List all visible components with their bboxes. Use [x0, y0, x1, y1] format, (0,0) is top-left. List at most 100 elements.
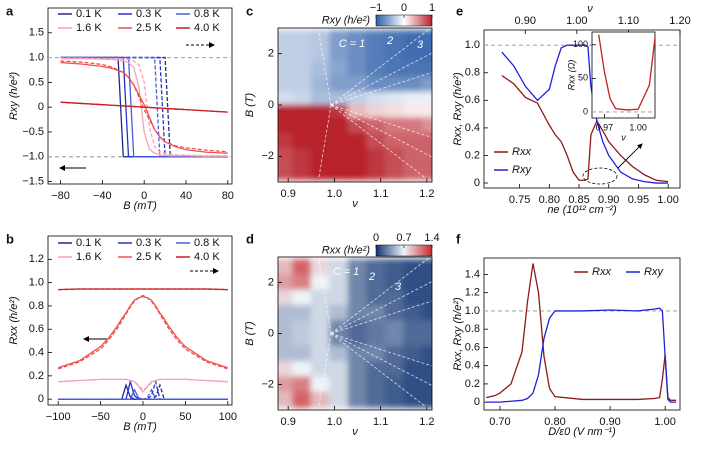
series-line — [486, 307, 677, 403]
x2-tick-label: 1.20 — [669, 15, 690, 27]
fan-line — [330, 257, 431, 334]
heatmap-cell — [347, 163, 368, 180]
heatmap-cell — [278, 30, 294, 47]
y-tick-label: −2 — [261, 378, 274, 390]
y-tick-label: 0 — [474, 396, 480, 408]
x2-tick-label: 1.10 — [618, 15, 639, 27]
heatmap-cell — [310, 391, 331, 408]
y-tick-label: 0.4 — [465, 122, 480, 134]
x-tick-label: 0.80 — [539, 194, 560, 206]
heatmap-cell — [292, 45, 312, 62]
heatmap-cell — [278, 117, 294, 134]
y-tick-label: 1.0 — [29, 277, 44, 289]
heatmap-cell — [421, 289, 432, 306]
heatmap-cell — [278, 259, 294, 276]
sweep-up-line — [57, 294, 228, 370]
series-line — [598, 34, 655, 111]
heatmap-cell — [310, 45, 331, 62]
y-tick-label: 0 — [583, 106, 588, 116]
legend-label: Rxy — [512, 164, 532, 176]
x-axis-label: ν — [352, 198, 358, 210]
panel-letter: a — [6, 3, 14, 18]
panel-letter: c — [246, 3, 253, 18]
heatmap-cell — [347, 361, 368, 378]
series-group — [486, 263, 677, 403]
sweep-up-line — [58, 379, 228, 400]
heatmap-cell — [403, 91, 423, 106]
heatmap-cell — [329, 76, 349, 93]
heatmap-cell — [421, 274, 432, 291]
x-axis-label: B (mT) — [123, 421, 157, 433]
heatmap-cell — [292, 304, 312, 322]
annotation: C = 1 — [339, 38, 366, 50]
heatmap-cell — [310, 76, 331, 93]
heatmap-cell — [403, 60, 423, 78]
panel-letter: e — [456, 3, 463, 18]
y-tick-label: 0.8 — [465, 323, 480, 335]
heatmap-cell — [403, 361, 423, 378]
y-tick-label: 1.0 — [29, 51, 44, 63]
y-tick-label: 0.6 — [465, 341, 480, 353]
heatmap-cell — [403, 333, 423, 347]
heatmap-cell — [292, 30, 312, 47]
y-tick-label: 0.2 — [29, 370, 44, 382]
annotation: C = 1 — [333, 266, 360, 278]
heatmap-cell — [278, 76, 294, 93]
heatmap-cell — [403, 376, 423, 393]
y-tick-label: 1.4 — [465, 268, 480, 280]
heatmap-cell — [421, 30, 432, 47]
y-tick-label: 0 — [38, 101, 44, 113]
x-tick-label: 1.00 — [654, 416, 675, 428]
y-tick-label: 0.6 — [465, 94, 480, 106]
y-tick-label: 1.5 — [29, 27, 44, 39]
heatmap-cell — [384, 163, 405, 180]
heatmap-cell — [292, 132, 312, 150]
plot-frame — [483, 257, 681, 411]
heatmap-cell — [347, 132, 368, 150]
heatmap-cell — [292, 76, 312, 93]
fan-line — [330, 104, 432, 138]
heatmap-cell — [329, 148, 349, 165]
fan-line — [330, 52, 432, 106]
legend-label: 0.3 K — [136, 8, 162, 20]
x-tick-label: 100 — [219, 411, 237, 423]
legend-label: 2.5 K — [136, 22, 162, 34]
heatmap-cell — [278, 163, 294, 180]
y-tick-label: 0.8 — [465, 67, 480, 79]
heatmap-cell — [278, 376, 294, 393]
inset-frame — [591, 31, 656, 119]
inset-arrow — [617, 143, 643, 169]
heatmap-cell — [292, 333, 312, 347]
fan-line — [330, 28, 432, 106]
heatmap-cell — [310, 163, 331, 180]
heatmap-cell — [329, 274, 349, 291]
heatmap-cell — [310, 361, 331, 378]
legend-label: Rxx — [592, 266, 611, 278]
legend-label: 2.5 K — [136, 251, 162, 263]
series-group — [598, 34, 655, 111]
series-line — [60, 56, 228, 158]
heatmap-cell — [278, 289, 294, 306]
heatmap-cell — [403, 30, 423, 47]
heatmap-cell — [329, 60, 349, 78]
sweep-up-line — [60, 57, 228, 157]
heatmap-cell — [310, 259, 331, 276]
heatmap-cell — [292, 60, 312, 78]
heatmap-cell — [278, 274, 294, 291]
series-line — [60, 61, 228, 154]
x-axis-label: B (mT) — [123, 200, 157, 212]
x-axis-label: ν — [352, 426, 358, 438]
x-tick-label: 0.97 — [596, 122, 614, 132]
heatmap-cell — [403, 289, 423, 306]
x-axis-label: ne (10¹² cm⁻²) — [547, 204, 617, 216]
y-tick-label: 0.4 — [29, 346, 44, 358]
y-tick-label: −0.5 — [22, 126, 44, 138]
heatmap-cell — [347, 30, 368, 47]
fan-line — [330, 300, 432, 334]
y-tick-label: 0.5 — [29, 76, 44, 88]
y-tick-label: 1.2 — [29, 253, 44, 265]
y-tick-label: 2 — [268, 276, 274, 288]
y-axis-label: B (T) — [244, 92, 256, 117]
heatmap-cell — [384, 91, 405, 106]
annotation: 3 — [417, 39, 424, 51]
